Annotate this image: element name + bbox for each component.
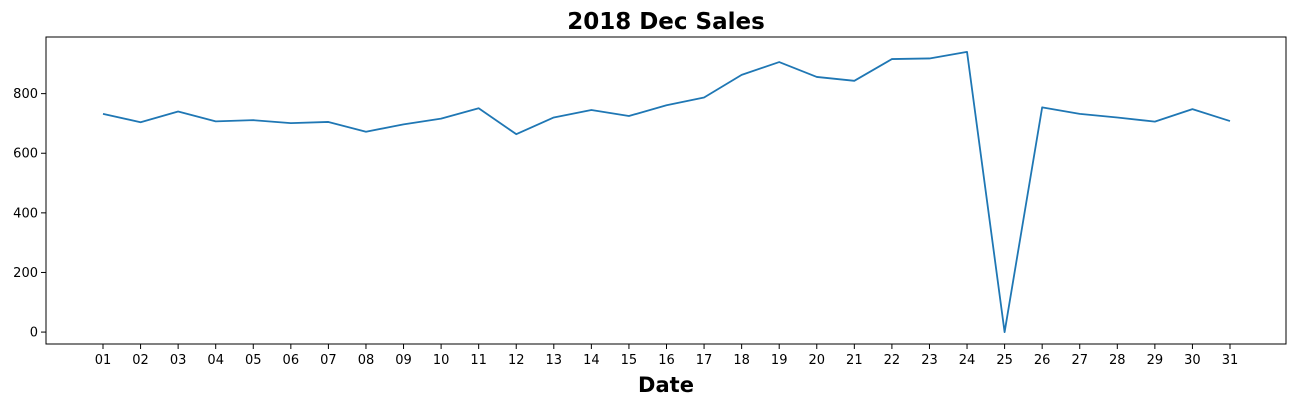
x-tick-label: 17 (696, 353, 713, 368)
y-tick-label: 400 (13, 206, 38, 221)
chart-title: 2018 Dec Sales (567, 9, 765, 35)
plot-area (45, 36, 1287, 345)
series-line (102, 51, 1231, 333)
x-axis-label: Date (638, 373, 694, 397)
x-tick-label: 27 (1071, 353, 1088, 368)
x-tick-label: 16 (658, 353, 675, 368)
y-tick-label: 600 (13, 147, 38, 162)
x-tick-label: 21 (846, 353, 863, 368)
x-tick-label: 14 (583, 353, 600, 368)
x-tick-label: 02 (132, 353, 149, 368)
x-tick-label: 29 (1147, 353, 1164, 368)
y-tick-label: 200 (13, 266, 38, 281)
x-tick-label: 25 (996, 353, 1013, 368)
x-tick-label: 11 (470, 353, 487, 368)
series-layer (102, 51, 1231, 333)
x-tick-label: 04 (207, 353, 224, 368)
y-tick-label: 0 (30, 326, 38, 341)
x-tick-label: 26 (1034, 353, 1051, 368)
x-tick-label: 19 (771, 353, 788, 368)
x-tick-label: 30 (1184, 353, 1201, 368)
x-tick-label: 09 (395, 353, 412, 368)
x-tick-label: 24 (959, 353, 976, 368)
y-tick-label: 800 (13, 87, 38, 102)
x-tick-label: 22 (884, 353, 901, 368)
x-axis: 01 02 03 04 05 06 07 08 09 10 11 12 13 14 15 16 17 18 19 20… (95, 344, 1239, 368)
x-tick-label: 03 (170, 353, 187, 368)
x-tick-label: 06 (283, 353, 300, 368)
x-tick-label: 08 (358, 353, 375, 368)
x-tick-label: 20 (808, 353, 825, 368)
x-tick-label: 18 (733, 353, 750, 368)
x-tick-label: 31 (1222, 353, 1239, 368)
x-tick-label: 10 (433, 353, 450, 368)
x-tick-label: 13 (546, 353, 563, 368)
x-tick-label: 07 (320, 353, 337, 368)
axes-frame (45, 36, 1287, 345)
y-axis: 0 200 400 600 800 (13, 87, 46, 341)
x-tick-label: 15 (621, 353, 638, 368)
x-tick-label: 05 (245, 353, 262, 368)
x-tick-label: 28 (1109, 353, 1126, 368)
x-tick-label: 12 (508, 353, 525, 368)
x-tick-label: 01 (95, 353, 112, 368)
x-tick-label: 23 (921, 353, 938, 368)
